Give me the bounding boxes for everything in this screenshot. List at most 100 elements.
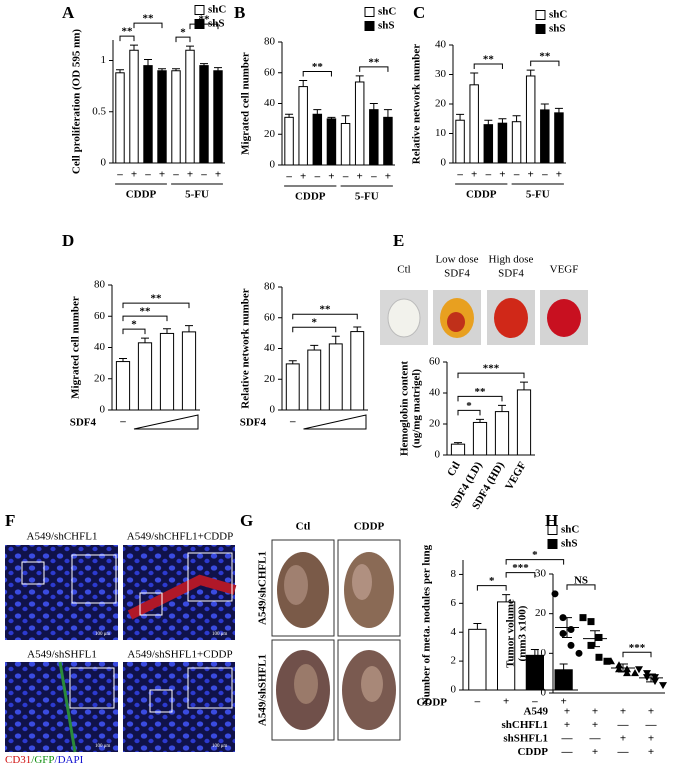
y-axis-label: Number of meta. nodules per lung [421, 544, 433, 705]
y-axis-label: Cell proliferation (OD 595 nm) [71, 29, 83, 175]
significance-label: * [180, 27, 186, 39]
panel-letter: A [62, 3, 75, 22]
condition-mark: + [620, 733, 626, 745]
error-bar [530, 649, 539, 656]
error-bar [299, 79, 308, 87]
error-bar [454, 442, 462, 445]
x-tick-label: – [474, 696, 481, 708]
error-bar [355, 75, 364, 82]
y-tick-label: 60 [264, 311, 276, 323]
y-tick-label: 0 [101, 157, 107, 169]
x-tick-label: – [485, 169, 492, 181]
bar [115, 361, 131, 411]
panel-letter: F [5, 511, 15, 530]
legend-label: shC [549, 9, 567, 21]
significance-label: * [131, 319, 137, 331]
significance-label: ** [151, 293, 163, 305]
significance-bracket [622, 651, 652, 658]
error-bar [158, 68, 166, 71]
x-tick-label: + [499, 169, 505, 181]
bar [525, 654, 544, 691]
significance-bracket [122, 328, 146, 335]
point [587, 641, 595, 649]
error-bar [512, 115, 521, 122]
error-bar [646, 673, 656, 683]
error-bar [369, 103, 378, 110]
bar [326, 118, 337, 166]
bar [157, 70, 167, 164]
significance-label: ** [122, 26, 134, 38]
error-bar [186, 45, 194, 51]
error-bar [383, 109, 392, 118]
significance-label: *** [629, 642, 646, 654]
image-label: High dose [489, 254, 534, 266]
condition-mark: — [561, 733, 574, 745]
group-label: CDDP [295, 191, 326, 203]
error-bar [618, 663, 628, 673]
y-axis-label: Tumor volume [505, 599, 517, 668]
image-label: SDF4 [444, 268, 470, 280]
y-tick-label: 30 [435, 68, 447, 80]
significance-label: ** [143, 13, 155, 25]
point [615, 665, 623, 673]
significance-bracket [566, 584, 596, 590]
image-label: Low dose [435, 254, 478, 266]
point [579, 614, 587, 622]
point [559, 630, 567, 637]
y-tick-label: 40 [94, 341, 106, 353]
significance-bracket [292, 326, 337, 333]
error-bar [502, 594, 511, 602]
bar [171, 70, 181, 164]
error-bar [141, 337, 149, 343]
stain-label: CD31 [5, 754, 31, 766]
error-bar [484, 119, 493, 125]
y-tick-label: 40 [264, 342, 276, 354]
significance-bracket [457, 409, 481, 416]
x-tick-label: + [357, 171, 363, 183]
bar [455, 119, 465, 164]
error-bar [559, 663, 568, 670]
significance-bracket [133, 22, 163, 29]
bar [383, 116, 393, 166]
image-label: A549/shCHFL1 [27, 531, 98, 543]
stain-label: /GFP [31, 754, 54, 766]
error-bar [498, 404, 506, 412]
point [615, 661, 623, 669]
significance-label: * [532, 549, 538, 561]
y-tick-label: 80 [264, 281, 276, 293]
x-tick-label: Ctl [445, 460, 463, 479]
bar [472, 421, 488, 456]
y-axis-label: Hemoglobin content [399, 361, 411, 456]
x-tick-label: – [172, 169, 179, 181]
panel-letter: G [240, 511, 253, 530]
significance-label: NS [574, 574, 588, 586]
bar [285, 363, 300, 411]
significance-bracket [302, 70, 332, 77]
y-tick-label: 4 [451, 626, 457, 638]
x-tick-label: – [119, 416, 126, 428]
point [575, 649, 583, 657]
image-label: A549/shSHFL1 [257, 654, 269, 726]
image-label: A549/shSHFL1 [27, 649, 97, 661]
y-tick-label: 60 [264, 66, 276, 78]
x-tick-label: + [385, 171, 391, 183]
y-tick-label: 6 [451, 597, 457, 609]
panel-letter: B [234, 3, 245, 22]
x-tick-label: – [144, 169, 151, 181]
error-bar [144, 58, 152, 66]
y-tick-label: 0 [541, 687, 547, 699]
x-tick-label: + [300, 171, 306, 183]
bar [540, 109, 550, 164]
x-tick-label: – [370, 171, 377, 183]
y-tick-label: 40 [264, 97, 276, 109]
stain-legend: CD31/GFP/DAPI [5, 754, 84, 766]
significance-label: *** [512, 562, 529, 574]
significance-bracket [530, 60, 560, 67]
significance-label: * [466, 400, 472, 412]
legend-label: shC [208, 4, 226, 16]
y-axis-label: (mm3 x100) [517, 605, 529, 661]
y-tick-label: 1 [101, 54, 107, 66]
x-tick-label: + [159, 169, 165, 181]
bar [354, 81, 365, 166]
